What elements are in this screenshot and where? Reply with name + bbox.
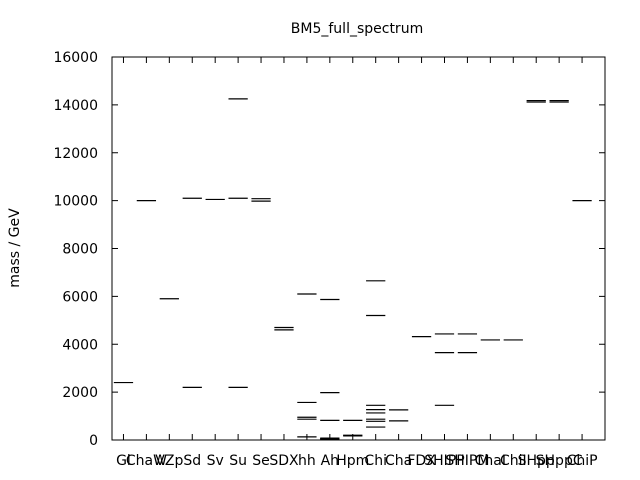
x-tick-label: Sv	[207, 453, 224, 469]
x-tick-label: VZp	[155, 453, 183, 469]
x-tick-label: Sd	[183, 453, 201, 469]
x-tick-label: Gl	[116, 453, 131, 469]
x-tick-label: Su	[229, 453, 247, 469]
chart-title: BM5_full_spectrum	[291, 21, 423, 37]
y-tick-label: 8000	[62, 242, 98, 258]
y-tick-label: 2000	[62, 385, 98, 401]
x-tick-label: SHIPP	[424, 453, 464, 469]
x-tick-label: Cha	[385, 453, 412, 469]
x-tick-label: Chi	[364, 453, 387, 469]
y-tick-label: 0	[89, 433, 98, 449]
y-axis: 0 2000 4000 6000 8000 10000 12000 14000 16000	[53, 50, 605, 449]
x-tick-label: hh	[298, 453, 316, 469]
x-tick-label: ChiI	[500, 453, 527, 469]
y-tick-label: 4000	[62, 337, 98, 353]
x-tick-label: Ah	[321, 453, 339, 469]
y-tick-label: 14000	[53, 98, 98, 114]
plot-frame	[111, 56, 606, 441]
x-tick-label: SHpp	[518, 453, 555, 469]
x-tick-label: Hpm	[336, 453, 369, 469]
data-marks	[113, 98, 592, 441]
x-tick-label: FDX	[407, 453, 436, 469]
x-tick-label: SDX	[269, 453, 299, 469]
x-tick-label: ChaI	[475, 453, 506, 469]
y-axis-label: mass / GeV	[7, 208, 23, 288]
x-tick-label: SHIPM	[445, 453, 489, 469]
y-tick-label: 6000	[62, 289, 98, 305]
y-tick-label: 12000	[53, 146, 98, 162]
x-tick-label: Se	[252, 453, 270, 469]
y-tick-label: 16000	[53, 50, 98, 66]
x-tick-label: ChaW	[126, 453, 167, 469]
x-tick-label: ChiP	[567, 453, 598, 469]
y-tick-label: 10000	[53, 194, 98, 210]
x-tick-label: SHppC	[536, 453, 583, 469]
